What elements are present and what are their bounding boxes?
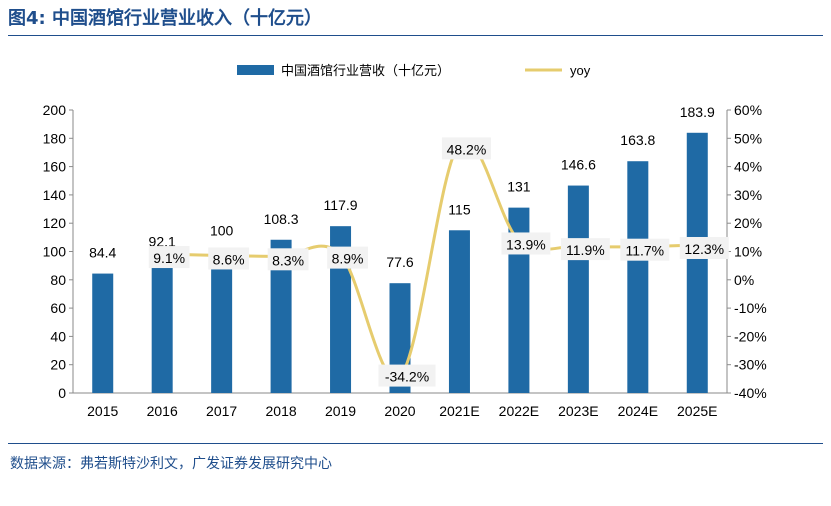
yoy-label: -34.2% <box>385 369 429 385</box>
y-left-tick-label: 40 <box>50 328 66 344</box>
y-right-tick-label: -20% <box>734 328 767 344</box>
y-left-tick-label: 200 <box>43 102 67 118</box>
bar-value-label: 77.6 <box>386 254 413 270</box>
yoy-label: 9.1% <box>153 250 185 266</box>
bar-value-label: 146.6 <box>561 157 596 173</box>
y-right-tick-label: 0% <box>734 272 754 288</box>
x-tick-label: 2019 <box>325 403 356 419</box>
bar-value-label: 115 <box>448 201 471 217</box>
source-note: 数据来源：弗若斯特沙利文，广发证券发展研究中心 <box>10 456 332 472</box>
yoy-label-box <box>620 238 670 261</box>
y-right-tick-label: 40% <box>734 159 762 175</box>
y-left-tick-label: 0 <box>58 385 66 401</box>
yoy-label: 8.3% <box>272 252 304 268</box>
y-right-tick-label: 30% <box>734 187 762 203</box>
y-left-tick-label: 20 <box>50 357 66 373</box>
y-right-tick-label: 20% <box>734 215 762 231</box>
x-tick-label: 2015 <box>87 403 118 419</box>
title-divider <box>8 35 823 36</box>
yoy-label: 48.2% <box>447 141 487 157</box>
legend-bar-swatch <box>237 65 274 75</box>
y-right-tick-label: -10% <box>734 300 767 316</box>
x-tick-label: 2017 <box>206 403 237 419</box>
bar-value-label: 183.9 <box>680 104 715 120</box>
y-right-tick-label: 50% <box>734 130 762 146</box>
yoy-label-box <box>378 364 436 387</box>
x-tick-label: 2021E <box>439 403 479 419</box>
bar <box>686 132 708 393</box>
yoy-label-box <box>148 246 190 269</box>
yoy-label-box <box>560 238 610 261</box>
yoy-label: 11.9% <box>566 242 605 258</box>
x-tick-label: 2024E <box>618 403 658 419</box>
x-tick-label: 2025E <box>677 403 717 419</box>
yoy-label-box <box>679 236 729 259</box>
y-left-tick-label: 100 <box>43 244 67 260</box>
yoy-label: 12.3% <box>684 241 724 257</box>
x-tick-label: 2016 <box>147 403 178 419</box>
yoy-label: 13.9% <box>506 236 546 252</box>
bar-value-label: 117.9 <box>324 197 358 213</box>
bar <box>92 273 114 393</box>
yoy-label-box <box>267 248 309 271</box>
y-left-tick-label: 80 <box>50 272 66 288</box>
bar-value-label: 100 <box>210 223 234 239</box>
bar <box>270 239 292 393</box>
bar-value-label: 131 <box>507 179 531 195</box>
legend-bar-label: 中国酒馆行业营收（十亿元） <box>281 63 450 78</box>
y-left-tick-label: 180 <box>43 130 67 146</box>
bar <box>627 161 649 393</box>
legend-line-label: yoy <box>570 63 591 78</box>
y-right-tick-label: 60% <box>734 102 762 118</box>
bar-value-label: 84.4 <box>89 245 116 261</box>
yoy-label-box <box>441 137 491 160</box>
bar <box>151 262 173 393</box>
yoy-label: 11.7% <box>625 243 664 259</box>
x-tick-label: 2023E <box>558 403 598 419</box>
y-right-tick-label: -30% <box>734 357 767 373</box>
yoy-label: 8.9% <box>332 251 364 267</box>
bar <box>448 230 470 393</box>
yoy-label-box <box>501 232 551 255</box>
x-tick-label: 2022E <box>499 403 539 419</box>
revenue-chart: 0 20 40 60 80 100 120 140 160 180 200 -40% -30% -20% -… <box>43 63 767 419</box>
bar-value-label: 108.3 <box>264 211 299 227</box>
bar-value-label: 163.8 <box>620 132 655 148</box>
y-right-tick-label: -40% <box>734 385 767 401</box>
yoy-label-box <box>327 246 368 269</box>
y-left-tick-label: 60 <box>50 300 66 316</box>
bar-value-label: 92.1 <box>149 234 176 250</box>
y-left-tick-label: 120 <box>43 215 67 231</box>
y-left-tick-label: 160 <box>43 159 67 175</box>
bar <box>567 185 589 393</box>
y-right-tick-label: 10% <box>734 244 762 260</box>
source-divider <box>8 443 823 444</box>
yoy-label-box <box>208 247 250 270</box>
yoy-label: 8.6% <box>213 251 245 267</box>
x-tick-label: 2020 <box>384 403 415 419</box>
bar <box>211 251 233 393</box>
y-left-tick-label: 140 <box>43 187 67 203</box>
x-tick-label: 2018 <box>266 403 297 419</box>
figure-title: 图4: 中国酒馆行业营业收入（十亿元） <box>8 8 322 29</box>
